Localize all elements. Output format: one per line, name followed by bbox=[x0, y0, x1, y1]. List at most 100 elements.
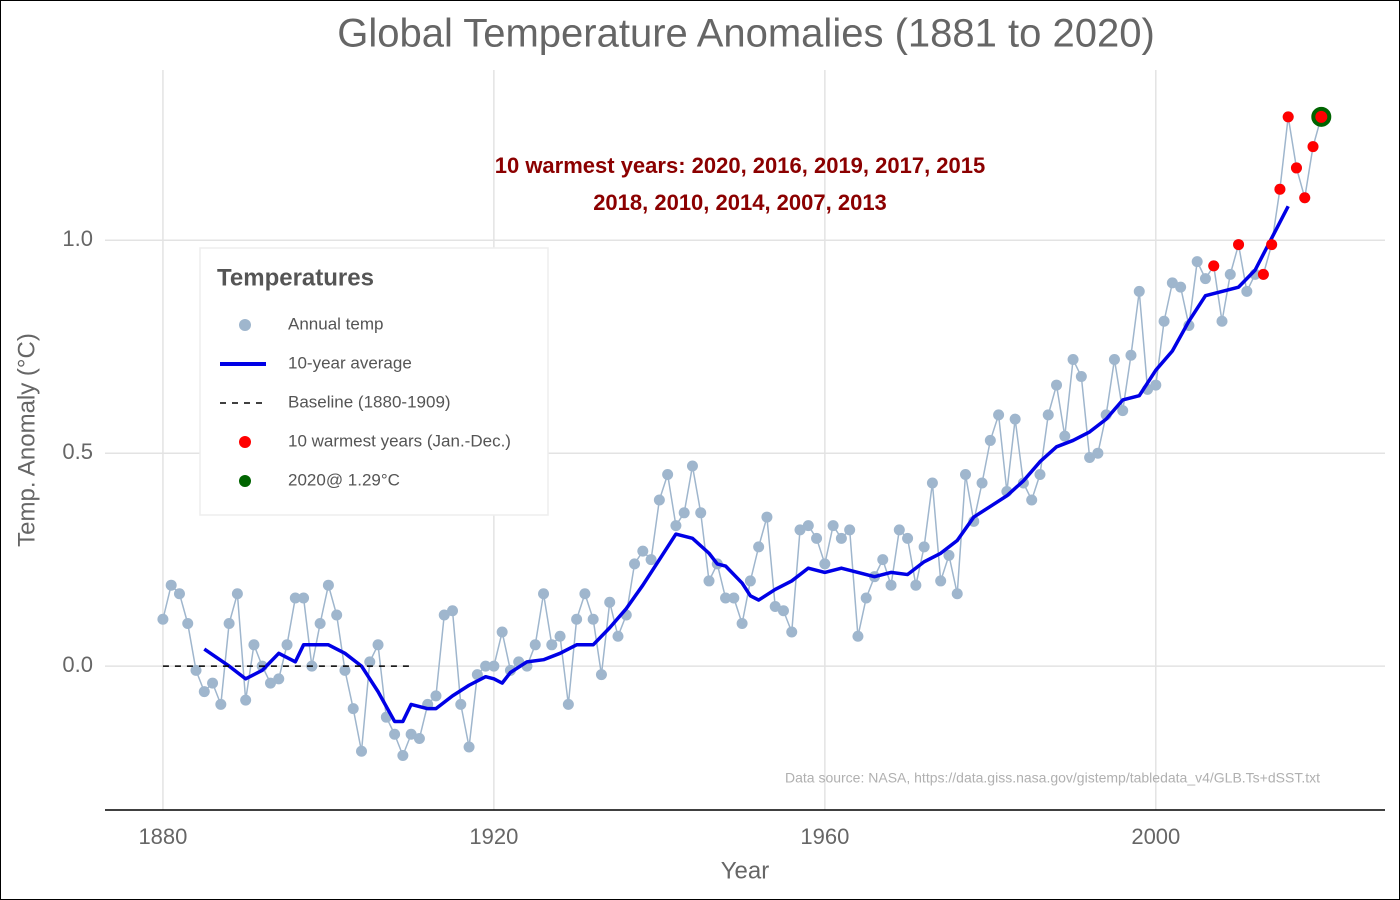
data-point bbox=[984, 434, 996, 446]
legend-swatch bbox=[239, 319, 251, 331]
data-point bbox=[761, 511, 773, 523]
data-point bbox=[728, 592, 740, 604]
data-point bbox=[1216, 315, 1228, 327]
data-point bbox=[1241, 285, 1253, 297]
data-point bbox=[794, 524, 806, 536]
legend-swatch bbox=[239, 475, 251, 487]
data-point bbox=[215, 698, 227, 710]
data-point bbox=[562, 698, 574, 710]
data-point bbox=[1059, 430, 1071, 442]
data-point bbox=[389, 728, 401, 740]
data-point bbox=[893, 524, 905, 536]
data-point bbox=[777, 605, 789, 617]
x-tick-label: 1960 bbox=[800, 824, 849, 849]
y-tick-label: 1.0 bbox=[62, 226, 93, 251]
data-point bbox=[695, 507, 707, 519]
data-point bbox=[736, 618, 748, 630]
data-point bbox=[1266, 239, 1278, 251]
data-point bbox=[289, 592, 301, 604]
x-tick-label: 1880 bbox=[138, 824, 187, 849]
data-point bbox=[529, 639, 541, 651]
data-point bbox=[835, 532, 847, 544]
data-point bbox=[1133, 285, 1145, 297]
data-point bbox=[720, 592, 732, 604]
data-point bbox=[703, 575, 715, 587]
data-point bbox=[571, 613, 583, 625]
data-point bbox=[819, 558, 831, 570]
data-point bbox=[678, 507, 690, 519]
x-axis-label: Year bbox=[721, 857, 770, 884]
data-point bbox=[1299, 192, 1311, 204]
data-point bbox=[347, 703, 359, 715]
data-point bbox=[1117, 405, 1129, 417]
data-point bbox=[976, 477, 988, 489]
x-tick-label: 2000 bbox=[1131, 824, 1180, 849]
data-point bbox=[1208, 260, 1220, 272]
legend-box bbox=[199, 247, 549, 516]
data-point bbox=[902, 532, 914, 544]
data-point bbox=[1224, 268, 1236, 280]
data-point bbox=[653, 494, 665, 506]
data-point bbox=[554, 630, 566, 642]
data-point bbox=[488, 660, 500, 672]
data-point bbox=[413, 732, 425, 744]
data-point bbox=[918, 541, 930, 553]
data-point bbox=[331, 609, 343, 621]
legend-title: Temperatures bbox=[217, 264, 374, 291]
data-point bbox=[993, 409, 1005, 421]
data-point bbox=[455, 698, 467, 710]
data-point bbox=[496, 626, 508, 638]
data-point bbox=[173, 588, 185, 600]
data-point bbox=[480, 660, 492, 672]
data-point bbox=[645, 554, 657, 566]
data-point bbox=[1274, 183, 1286, 195]
data-point bbox=[910, 579, 922, 591]
annotation: 10 warmest years: 2020, 2016, 2019, 2017… bbox=[495, 153, 986, 178]
legend-swatch bbox=[239, 436, 251, 448]
data-point bbox=[1042, 409, 1054, 421]
data-point bbox=[587, 613, 599, 625]
data-point bbox=[935, 575, 947, 587]
data-point bbox=[1199, 273, 1211, 285]
data-point bbox=[240, 694, 252, 706]
data-point bbox=[662, 468, 674, 480]
data-point bbox=[1075, 371, 1087, 383]
annotation: 2018, 2010, 2014, 2007, 2013 bbox=[593, 190, 887, 215]
data-point bbox=[273, 673, 285, 685]
data-point bbox=[322, 579, 334, 591]
data-point bbox=[405, 728, 417, 740]
data-point bbox=[960, 468, 972, 480]
data-point bbox=[546, 639, 558, 651]
data-point bbox=[463, 741, 475, 753]
x-tick-label: 1920 bbox=[469, 824, 518, 849]
data-point bbox=[223, 618, 235, 630]
legend-label: Annual temp bbox=[288, 314, 383, 333]
data-point bbox=[339, 664, 351, 676]
data-point bbox=[430, 690, 442, 702]
data-point bbox=[1051, 379, 1063, 391]
data-point bbox=[811, 532, 823, 544]
data-point bbox=[1067, 354, 1079, 366]
data-point bbox=[198, 686, 210, 698]
y-axis-label: Temp. Anomaly (°C) bbox=[13, 333, 40, 547]
legend-label: 10-year average bbox=[288, 353, 412, 372]
data-point bbox=[364, 656, 376, 668]
data-point bbox=[372, 639, 384, 651]
data-point bbox=[852, 630, 864, 642]
data-point bbox=[877, 554, 889, 566]
data-point bbox=[1166, 277, 1178, 289]
data-point bbox=[860, 592, 872, 604]
legend-label: 2020@ 1.29°C bbox=[288, 470, 400, 489]
data-point bbox=[943, 549, 955, 561]
data-point bbox=[471, 669, 483, 681]
data-point bbox=[769, 600, 781, 612]
data-point bbox=[786, 626, 798, 638]
data-point bbox=[1290, 162, 1302, 174]
data-point bbox=[1092, 447, 1104, 459]
data-point bbox=[157, 613, 169, 625]
data-point bbox=[314, 618, 326, 630]
data-point bbox=[1257, 268, 1269, 280]
data-point bbox=[438, 609, 450, 621]
data-point bbox=[504, 664, 516, 676]
